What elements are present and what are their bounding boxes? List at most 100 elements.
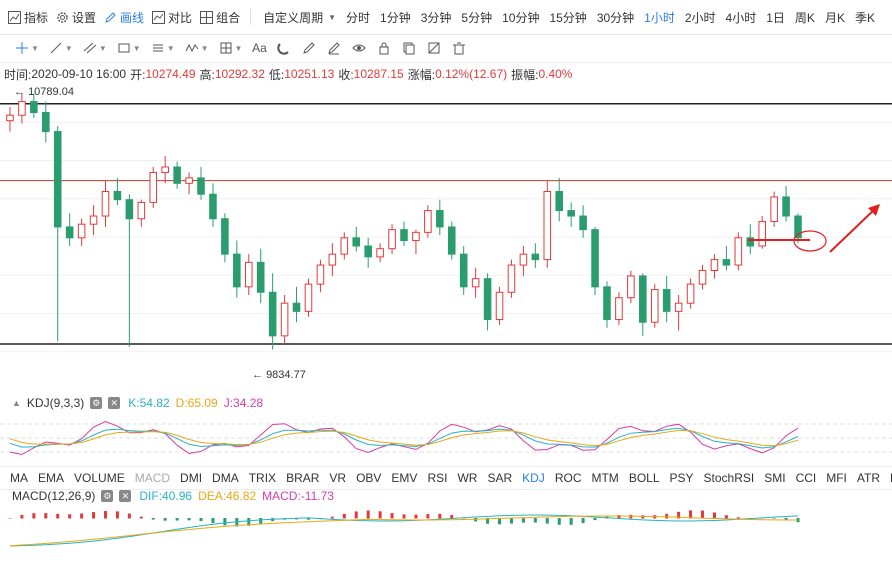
indicator-tab-dma[interactable]: DMA (212, 471, 239, 485)
candle-body (483, 278, 492, 321)
indicator-tab-cci[interactable]: CCI (795, 471, 817, 485)
period-4[interactable]: 10分钟 (502, 10, 540, 25)
compare-button[interactable]: 对比 (152, 9, 192, 26)
rectangle-tool[interactable] (113, 37, 135, 59)
period-2[interactable]: 3分钟 (420, 10, 452, 25)
kdj-j-value: J:34.28 (223, 396, 264, 410)
macd-bar (414, 514, 418, 519)
period-6[interactable]: 30分钟 (596, 10, 635, 25)
indicator-tab-wr[interactable]: WR (457, 471, 478, 485)
chevron-down-icon[interactable]: ▼ (132, 43, 141, 53)
indicator-tab-mfi[interactable]: MFI (826, 471, 847, 485)
kdj-chart[interactable] (0, 410, 892, 466)
candle-body (42, 112, 50, 133)
compare-icon (152, 10, 166, 24)
text-tool[interactable]: Aa (248, 37, 270, 59)
chevron-down-icon[interactable]: ▼ (64, 43, 73, 53)
candle-body (77, 223, 86, 239)
macd-chart[interactable] (0, 506, 892, 562)
macd-bar (557, 518, 561, 525)
chevron-down-icon[interactable]: ▼ (200, 43, 209, 53)
copy-tool[interactable] (398, 37, 420, 59)
hide-tool[interactable] (423, 37, 445, 59)
indicator-tab-mtm[interactable]: MTM (591, 471, 619, 485)
custom-period-dropdown[interactable]: 自定义周期 ▼ (263, 10, 337, 25)
close-icon[interactable]: ✕ (119, 490, 132, 502)
indicator-tab-dmi[interactable]: DMI (180, 471, 203, 485)
indicator-tab-atr[interactable]: ATR (856, 471, 881, 485)
indicator-tab-obv[interactable]: OBV (356, 471, 382, 485)
indicator-tab-stochrsi[interactable]: StochRSI (703, 471, 755, 485)
trend-line-tool[interactable] (45, 37, 67, 59)
candle-body (30, 101, 38, 114)
period-11[interactable]: 周K (794, 10, 815, 25)
candle-body (710, 259, 719, 271)
candle-body (316, 264, 325, 285)
eraser-tool[interactable] (323, 37, 345, 59)
indicator-tab-boll[interactable]: BOLL (628, 471, 660, 485)
period-5[interactable]: 15分钟 (549, 10, 587, 25)
macd-bar (151, 518, 155, 520)
indicator-tab-volume[interactable]: VOLUME (74, 471, 125, 485)
candle-body (209, 193, 217, 220)
indicator-tab-smi[interactable]: SMI (764, 471, 786, 485)
period-9[interactable]: 4小时 (725, 10, 757, 25)
period-10[interactable]: 1日 (766, 10, 785, 25)
indicator-tab-roc[interactable]: ROC (554, 471, 582, 485)
settings-button[interactable]: 设置 (56, 9, 96, 26)
period-13[interactable]: 季K (854, 10, 875, 25)
indicator-tab-vr[interactable]: VR (329, 471, 347, 485)
kdj-d-value: D:65.09 (175, 396, 218, 410)
collapse-icon[interactable]: ▲ (12, 398, 21, 408)
period-7[interactable]: 1小时 (644, 10, 675, 25)
measure-tool[interactable] (215, 37, 237, 59)
period-0[interactable]: 分时 (346, 10, 371, 25)
macd-bar (736, 517, 740, 519)
indicator-tab-brar[interactable]: BRAR (286, 471, 320, 485)
chevron-down-icon[interactable]: ▼ (31, 43, 39, 53)
indicator-tab-emv[interactable]: EMV (391, 471, 418, 485)
period-8[interactable]: 2小时 (684, 10, 716, 25)
pen-tool[interactable] (298, 37, 320, 59)
indicator-tab-rsi[interactable]: RSI (427, 471, 448, 485)
macd-bar (378, 511, 382, 519)
indicator-tab-ma[interactable]: MA (10, 471, 28, 485)
chevron-down-icon[interactable]: ▼ (98, 43, 107, 53)
gear-icon[interactable]: ⚙ (101, 490, 114, 502)
arrow-left-icon: ← (14, 86, 25, 98)
candle-body (328, 253, 337, 266)
period-3[interactable]: 5分钟 (461, 10, 493, 25)
hide-icon (428, 42, 440, 54)
indicator-tab-psy[interactable]: PSY (669, 471, 694, 485)
period-1[interactable]: 1分钟 (380, 10, 411, 25)
gear-icon[interactable]: ⚙ (90, 397, 103, 409)
close-icon[interactable]: ✕ (108, 397, 121, 409)
indicator-tab-kdj[interactable]: KDJ (522, 471, 545, 485)
candle-body (304, 283, 313, 312)
parallel-line-tool[interactable] (79, 37, 101, 59)
wave-tool[interactable] (181, 37, 203, 59)
indicator-tab-ema[interactable]: EMA (38, 471, 65, 485)
candle-body (6, 114, 14, 122)
candle-body (173, 166, 181, 184)
indicator-tab-trix[interactable]: TRIX (248, 471, 277, 485)
indicator-tab-bbw[interactable]: BBW (890, 471, 892, 485)
high-value: 10292.32 (214, 67, 265, 81)
draw-line-button[interactable]: 画线 (104, 9, 144, 26)
indicator-tab-macd[interactable]: MACD (134, 471, 171, 485)
delete-tool[interactable] (448, 37, 470, 59)
candlestick-chart[interactable] (0, 84, 892, 390)
indicator-tab-sar[interactable]: SAR (487, 471, 513, 485)
lock-tool[interactable] (373, 37, 395, 59)
chevron-down-icon[interactable]: ▼ (234, 43, 243, 53)
candle-body (543, 191, 552, 261)
visibility-tool[interactable] (348, 37, 370, 59)
kdj-d-line (9, 429, 799, 447)
horizontal-lines-tool[interactable] (147, 37, 169, 59)
combine-button[interactable]: 组合 (200, 9, 240, 26)
period-12[interactable]: 月K (824, 10, 845, 25)
crosshair-tool[interactable] (11, 37, 33, 59)
indicator-button[interactable]: 指标 (8, 9, 48, 26)
magnet-tool[interactable] (273, 37, 295, 59)
chevron-down-icon[interactable]: ▼ (166, 43, 175, 53)
